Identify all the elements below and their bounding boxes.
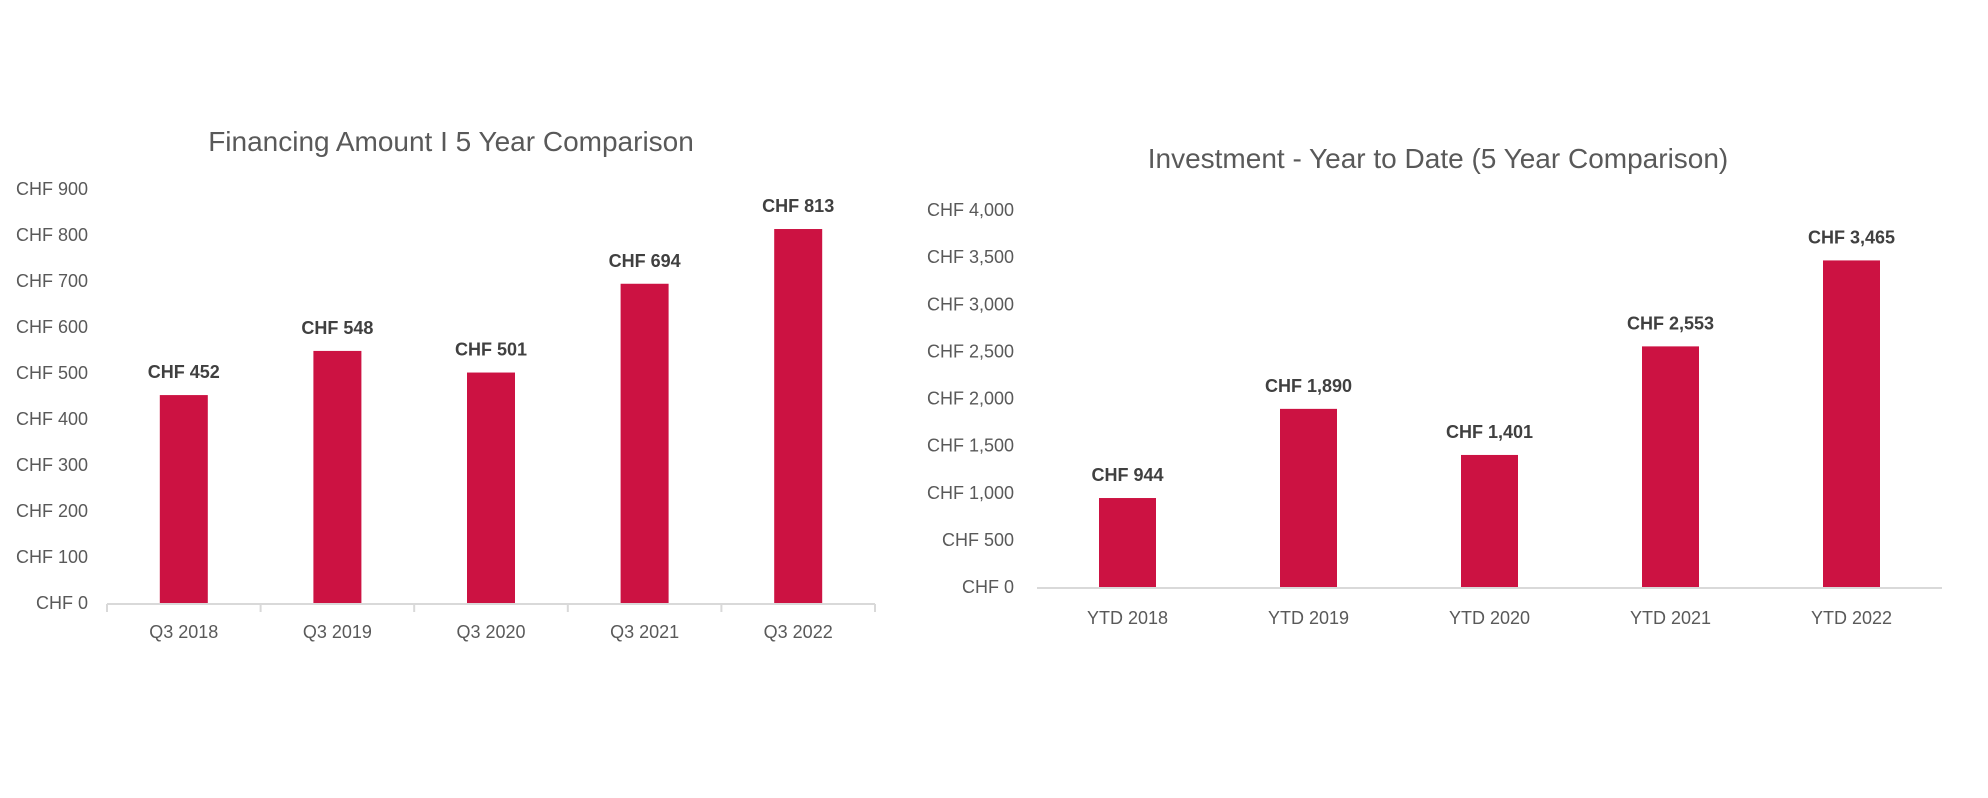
y-tick-label: CHF 3,000 (927, 294, 1014, 314)
x-axis-categories: YTD 2018 YTD 2019 YTD 2020 YTD 2021 YTD 2022 (1087, 608, 1892, 628)
bar (620, 283, 669, 603)
y-tick-label: CHF 3,500 (927, 247, 1014, 267)
data-label: CHF 1,890 (1265, 376, 1352, 396)
y-tick-label: CHF 0 (36, 593, 88, 613)
y-tick-label: CHF 300 (16, 455, 88, 475)
chart-title: Financing Amount I 5 Year Comparison (208, 126, 694, 157)
x-axis-categories: Q3 2018 Q3 2019 Q3 2020 Q3 2021 Q3 2022 (149, 622, 832, 642)
y-axis-ticks: CHF 0 CHF 100 CHF 200 CHF 300 CHF 400 CHF 500… (16, 179, 88, 613)
y-tick-label: CHF 2,500 (927, 341, 1014, 361)
data-labels: CHF 944 CHF 1,890 CHF 1,401 CHF 2,553 CHF 3,… (1091, 227, 1895, 485)
bar (1461, 454, 1518, 587)
data-label: CHF 501 (455, 340, 527, 360)
bar (1823, 260, 1880, 587)
data-label: CHF 1,401 (1446, 422, 1533, 442)
y-tick-label: CHF 500 (16, 363, 88, 383)
data-label: CHF 694 (609, 251, 681, 271)
y-axis-ticks: CHF 0 CHF 500 CHF 1,000 CHF 1,500 CHF 2,000 C… (927, 200, 1014, 597)
bar (313, 350, 362, 603)
x-category-label: Q3 2018 (149, 622, 218, 642)
y-tick-label: CHF 4,000 (927, 200, 1014, 220)
x-category-label: YTD 2020 (1449, 608, 1530, 628)
data-label: CHF 452 (148, 362, 220, 382)
y-tick-label: CHF 700 (16, 271, 88, 291)
chart-title: Investment - Year to Date (5 Year Compar… (1148, 143, 1729, 174)
bar (467, 372, 515, 603)
bar (159, 395, 208, 603)
x-category-label: Q3 2020 (456, 622, 525, 642)
y-tick-label: CHF 400 (16, 409, 88, 429)
data-label: CHF 2,553 (1627, 313, 1714, 333)
y-tick-label: CHF 900 (16, 179, 88, 199)
bar (774, 229, 823, 603)
x-category-label: Q3 2021 (610, 622, 679, 642)
y-tick-label: CHF 1,000 (927, 483, 1014, 503)
data-labels: CHF 452 CHF 548 CHF 501 CHF 694 CHF 813 (148, 196, 834, 382)
y-tick-label: CHF 0 (962, 577, 1014, 597)
data-label: CHF 813 (762, 196, 834, 216)
bar (1642, 346, 1699, 587)
x-category-label: YTD 2018 (1087, 608, 1168, 628)
x-axis-tick-marks (106, 604, 876, 612)
financing-amount-chart: Financing Amount I 5 Year Comparison CHF… (16, 126, 876, 642)
x-category-label: YTD 2021 (1630, 608, 1711, 628)
x-category-label: YTD 2022 (1811, 608, 1892, 628)
investment-ytd-chart: Investment - Year to Date (5 Year Compar… (927, 143, 1942, 628)
x-category-label: Q3 2019 (303, 622, 372, 642)
data-label: CHF 3,465 (1808, 227, 1895, 247)
x-category-label: Q3 2022 (764, 622, 833, 642)
data-label: CHF 548 (301, 318, 373, 338)
y-tick-label: CHF 1,500 (927, 436, 1014, 456)
y-tick-label: CHF 200 (16, 501, 88, 521)
y-tick-label: CHF 100 (16, 547, 88, 567)
x-category-label: YTD 2019 (1268, 608, 1349, 628)
data-label: CHF 944 (1091, 465, 1163, 485)
bar (1099, 498, 1156, 587)
bar (1280, 408, 1337, 587)
y-tick-label: CHF 2,000 (927, 389, 1014, 409)
y-tick-label: CHF 600 (16, 317, 88, 337)
bars (1099, 260, 1880, 587)
y-tick-label: CHF 500 (942, 530, 1014, 550)
y-tick-label: CHF 800 (16, 225, 88, 245)
bars (159, 229, 823, 603)
